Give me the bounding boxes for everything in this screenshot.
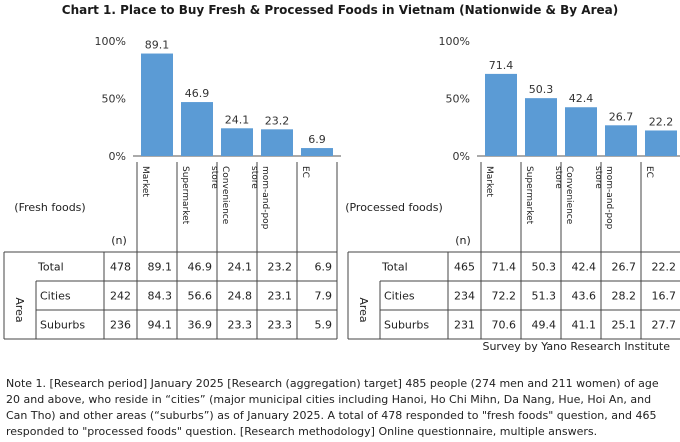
fresh-row-label: Suburbs [40,319,85,332]
processed-category-label-0: Market [484,166,494,197]
processed-data-label-0: 71.4 [489,59,514,72]
processed-bar-0 [485,73,517,156]
processed-table-cell: 51.3 [532,290,557,303]
fresh-table-cell: 23.1 [268,290,293,303]
fresh-bar-1 [181,102,213,156]
fresh-n-header: (n) [111,234,127,247]
processed-row-label: Suburbs [384,319,429,332]
fresh-data-label-2: 24.1 [225,113,250,126]
processed-table-cell: 71.4 [492,261,517,274]
processed-area-label: Area [357,297,370,322]
processed-bar-1 [525,98,557,156]
processed-row-n: 231 [454,319,475,332]
fresh-row-n: 236 [110,319,131,332]
processed-table-cell: 28.2 [612,290,637,303]
processed-table-cell: 43.6 [572,290,597,303]
fresh-row-n: 478 [110,261,131,274]
fresh-table-cell: 23.2 [268,261,293,274]
fresh-ytick-label: 100% [95,35,126,48]
processed-category-label-4: EC [644,166,654,178]
processed-table-cell: 26.7 [612,261,637,274]
fresh-data-label-4: 6.9 [308,133,326,146]
fresh-foods-chart: 0% 50% 100% 89.1 46.9 24.1 23.2 6.9 Market Superm… [3,35,341,340]
fresh-category-label-2: Conveniencestore [209,166,230,225]
processed-data-label-1: 50.3 [529,83,554,96]
processed-row-n: 234 [454,290,475,303]
processed-table-cell: 41.1 [572,319,597,332]
fresh-row-label: Total [37,261,64,274]
fresh-row-n: 242 [110,290,131,303]
fresh-table-cell: 5.9 [315,319,333,332]
fresh-foods-panel: 0% 50% 100% 89.1 46.9 24.1 23.2 6.9 Market Superm… [0,24,341,340]
processed-table-cell: 27.7 [652,319,677,332]
fresh-bar-0 [141,53,173,156]
processed-row-label: Cities [384,290,415,303]
fresh-area-label: Area [13,297,26,322]
processed-bar-3 [605,125,637,156]
fresh-row-label: Cities [40,290,71,303]
fresh-bar-4 [301,148,333,156]
processed-table-cell: 70.6 [492,319,517,332]
fresh-data-label-1: 46.9 [185,87,210,100]
processed-bar-2 [565,107,597,156]
processed-table-cell: 49.4 [532,319,557,332]
processed-table-cell: 50.3 [532,261,557,274]
processed-table-cell: 72.2 [492,290,517,303]
fresh-table-cell: 23.3 [268,319,293,332]
fresh-data-label-3: 23.2 [265,114,290,127]
fresh-category-label-0: Market [140,166,150,197]
processed-data-label-4: 22.2 [649,115,674,128]
processed-row-n: 465 [454,261,475,274]
fresh-table-cell: 23.3 [228,319,253,332]
processed-category-label-2: Conveniencestore [553,166,574,225]
processed-ytick-label: 0% [453,150,470,163]
fresh-table-cell: 84.3 [148,290,173,303]
processed-table-cell: 22.2 [652,261,677,274]
processed-data-label-3: 26.7 [609,110,634,123]
fresh-bar-3 [261,129,293,156]
fresh-table-cell: 56.6 [188,290,213,303]
processed-ytick-label: 50% [446,93,470,106]
fresh-table-cell: 36.9 [188,319,213,332]
fresh-table-cell: 24.1 [228,261,253,274]
processed-foods-panel: 0% 50% 100% 71.4 50.3 42.4 26.7 22.2 Market Super… [344,24,680,340]
fresh-table-cell: 7.9 [315,290,333,303]
source-credit: Survey by Yano Research Institute [482,340,670,353]
processed-category-title: (Processed foods) [345,201,443,214]
fresh-bar-2 [221,128,253,156]
fresh-table-cell: 24.8 [228,290,253,303]
processed-foods-chart: 0% 50% 100% 71.4 50.3 42.4 26.7 22.2 Market Super… [345,35,680,340]
processed-table-cell: 25.1 [612,319,637,332]
fresh-category-label-3: mom-and-popstore [249,166,270,230]
fresh-category-label-4: EC [300,166,310,178]
fresh-table-cell: 6.9 [315,261,333,274]
fresh-table-cell: 46.9 [188,261,213,274]
processed-bar-4 [645,130,677,156]
processed-table-cell: 42.4 [572,261,597,274]
processed-row-label: Total [381,261,408,274]
research-note: Note 1. [Research period] January 2025 [… [6,377,659,438]
fresh-category-label-1: Supermarket [180,166,190,225]
processed-category-label-3: mom-and-popstore [593,166,614,230]
processed-data-label-2: 42.4 [569,92,594,105]
fresh-table-cell: 89.1 [148,261,173,274]
fresh-ytick-label: 50% [102,93,126,106]
fresh-ytick-label: 0% [109,150,126,163]
processed-ytick-label: 100% [439,35,470,48]
fresh-table-cell: 94.1 [148,319,173,332]
processed-category-label-1: Supermarket [524,166,534,225]
fresh-data-label-0: 89.1 [145,39,170,52]
processed-table-cell: 16.7 [652,290,677,303]
fresh-category-title: (Fresh foods) [14,201,85,214]
chart-title: Chart 1. Place to Buy Fresh & Processed … [61,3,619,17]
processed-n-header: (n) [455,234,471,247]
